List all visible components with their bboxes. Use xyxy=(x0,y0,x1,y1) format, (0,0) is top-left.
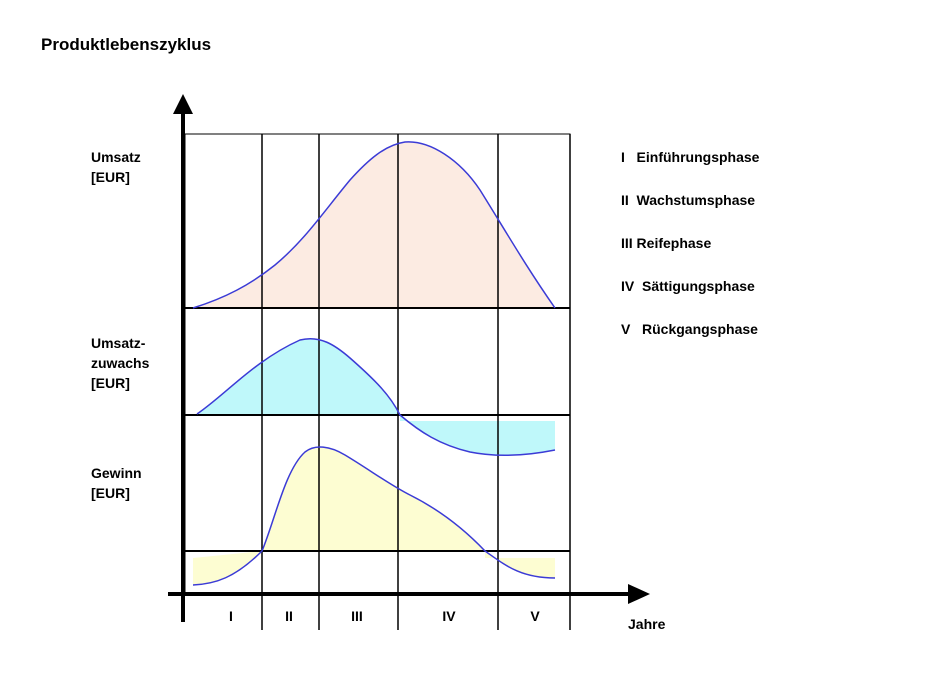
legend-item-5: V Rückgangsphase xyxy=(621,321,758,337)
x-axis-arrow-icon xyxy=(628,584,650,604)
legend-item-3: III Reifephase xyxy=(621,235,711,251)
legend-item-4: IV Sättigungsphase xyxy=(621,278,755,294)
phase-label-1: I xyxy=(229,608,233,624)
umsatzzuwachs-area xyxy=(197,338,555,456)
phase-label-2: II xyxy=(285,608,293,624)
gewinn-label: Gewinn [EUR] xyxy=(91,465,145,501)
umsatzzuwachs-curve xyxy=(196,338,556,457)
umsatz-label: Umsatz [EUR] xyxy=(91,149,145,185)
x-axis-label: Jahre xyxy=(628,616,666,632)
legend-item-1: I Einführungsphase xyxy=(621,149,760,165)
y-axis-arrow-icon xyxy=(173,94,193,114)
umsatz-curve xyxy=(192,141,556,309)
phase-label-3: III xyxy=(351,608,363,624)
gewinn-curve xyxy=(192,446,556,586)
page-title: Produktlebenszyklus xyxy=(41,35,211,54)
phase-label-4: IV xyxy=(442,608,456,624)
umsatzzuwachs-label: Umsatz- zuwachs [EUR] xyxy=(91,335,153,391)
legend-item-2: II Wachstumsphase xyxy=(621,192,755,208)
phase-label-5: V xyxy=(530,608,540,624)
umsatz-area xyxy=(193,141,555,308)
